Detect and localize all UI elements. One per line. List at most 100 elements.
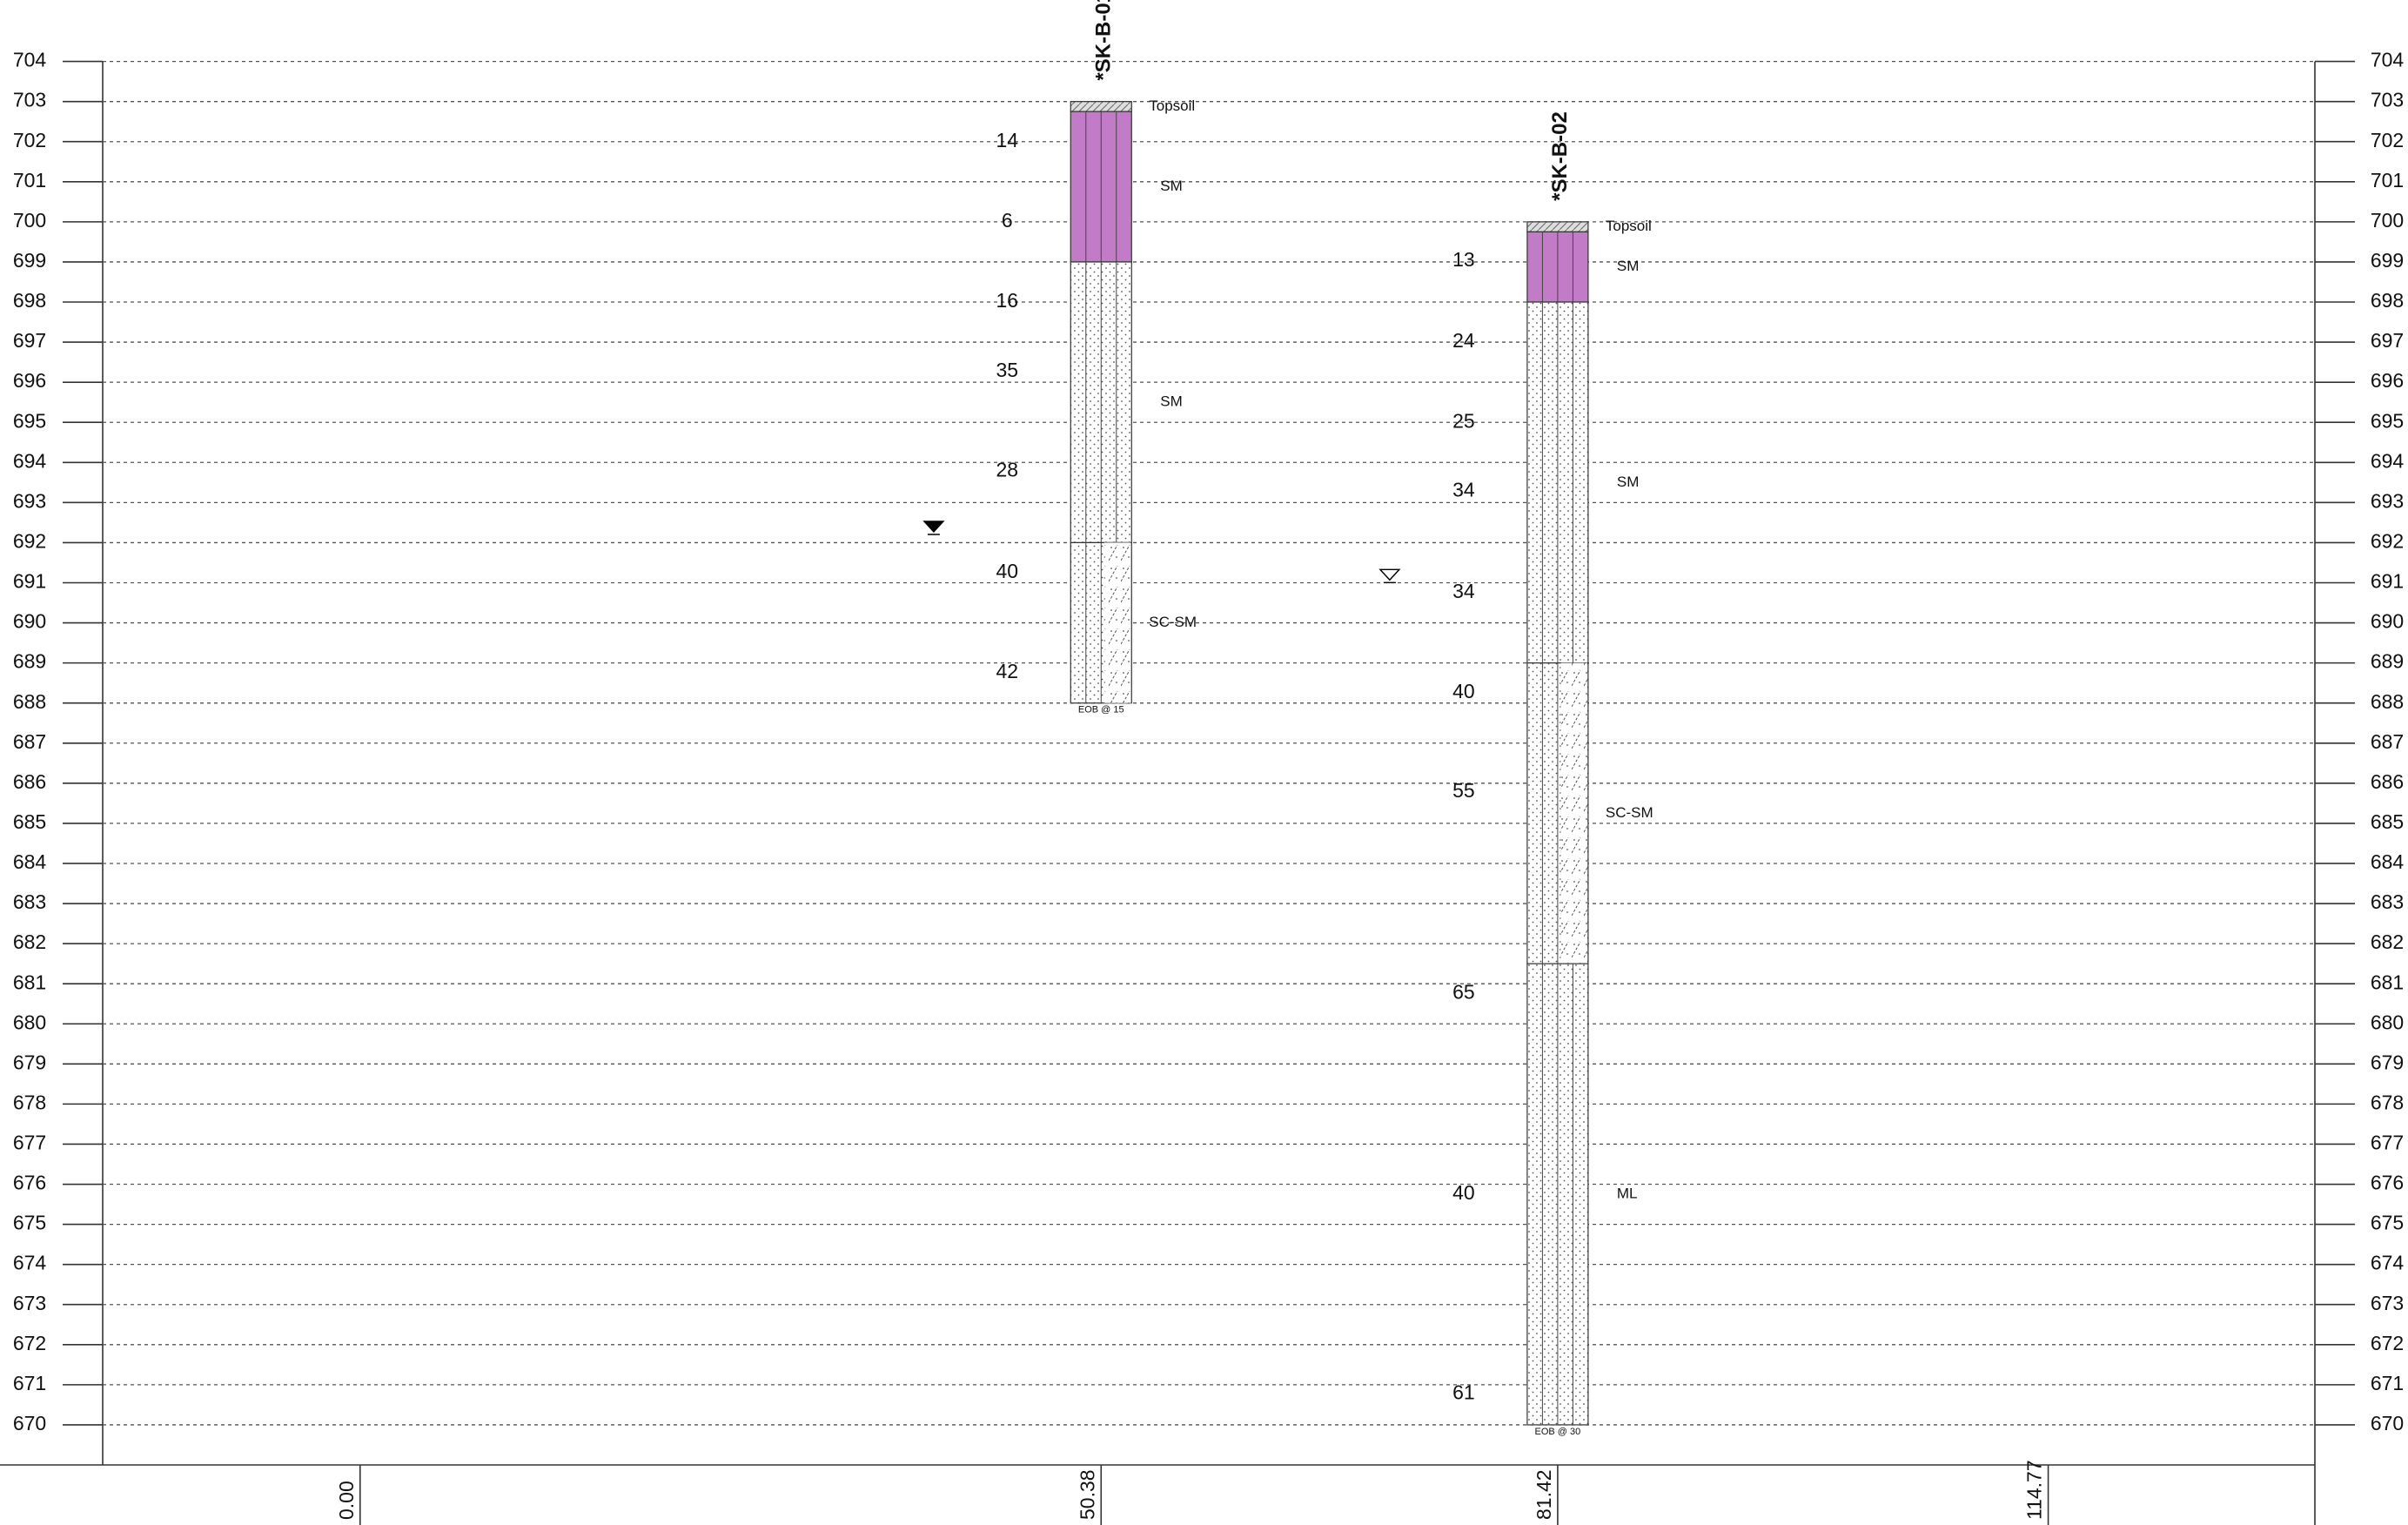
- blow-count: 16: [996, 289, 1018, 312]
- blow-count: 24: [1452, 329, 1475, 352]
- elevation-label: 676: [13, 1172, 46, 1194]
- water-level: [1378, 568, 1401, 583]
- blow-count: 34: [1452, 479, 1475, 501]
- elevation-label: 687: [13, 730, 46, 753]
- elevation-label: 670: [2371, 1412, 2404, 1434]
- blow-count: 40: [1452, 1181, 1475, 1204]
- soil-layer: [1070, 101, 1132, 112]
- layer-label: SM: [1617, 258, 1640, 274]
- elevation-label: 675: [2371, 1212, 2404, 1234]
- blow-count: 61: [1452, 1381, 1475, 1404]
- elevation-label: 686: [2371, 770, 2404, 793]
- elevation-label: 674: [13, 1252, 47, 1274]
- end-label: EOB @ 30: [1535, 1427, 1581, 1437]
- elevation-label: 685: [13, 810, 46, 833]
- elevation-label: 681: [2371, 971, 2404, 993]
- elevation-label: 682: [2371, 930, 2404, 953]
- elevation-label: 684: [2371, 850, 2405, 873]
- elevation-label: 703: [13, 89, 46, 111]
- elevation-label: 673: [2371, 1292, 2404, 1314]
- elevation-label: 687: [2371, 730, 2404, 753]
- end-label: EOB @ 15: [1078, 705, 1124, 715]
- blow-count: 14: [996, 129, 1018, 151]
- elevation-label: 690: [13, 610, 46, 633]
- soil-layer: [1526, 221, 1589, 232]
- elevation-label: 676: [2371, 1172, 2404, 1194]
- elevation-label: 671: [2371, 1372, 2404, 1394]
- blow-count: 25: [1452, 409, 1475, 432]
- blow-count: 35: [996, 359, 1018, 381]
- elevation-label: 696: [2371, 369, 2404, 392]
- layer-slash: [1103, 542, 1131, 703]
- blow-count: 65: [1452, 980, 1475, 1003]
- elevation-label: 672: [13, 1332, 46, 1354]
- blow-count: 13: [1452, 248, 1475, 271]
- layer-label: Topsoil: [1606, 218, 1652, 234]
- elevation-label: 701: [2371, 169, 2404, 191]
- elevation-label: 674: [2371, 1252, 2405, 1274]
- elevation-label: 673: [13, 1292, 46, 1314]
- elevation-label: 683: [2371, 890, 2404, 913]
- elevation-label: 684: [13, 850, 47, 873]
- elevation-label: 680: [2371, 1011, 2404, 1033]
- elevation-label: 698: [2371, 289, 2404, 312]
- elevation-label: 702: [2371, 129, 2404, 151]
- elevation-label: 698: [13, 289, 46, 312]
- elevation-label: 685: [2371, 810, 2404, 833]
- layer-slash: [1560, 662, 1587, 964]
- elevation-label: 682: [13, 930, 46, 953]
- elevation-label: 672: [2371, 1332, 2404, 1354]
- elevation-label: 694: [2371, 449, 2405, 472]
- layer-label: SM: [1160, 393, 1183, 410]
- layer-label: SC-SM: [1606, 804, 1653, 821]
- blow-count: 28: [996, 458, 1018, 480]
- boring-name: *SK-B-02: [1548, 111, 1572, 201]
- elevation-label: 704: [2371, 49, 2405, 71]
- layer-label: SC-SM: [1149, 614, 1197, 630]
- station-label: 50.38: [1076, 1469, 1098, 1520]
- elevation-label: 671: [13, 1372, 46, 1394]
- elevation-label: 670: [13, 1412, 46, 1434]
- elevation-label: 683: [13, 890, 46, 913]
- boring-name: *SK-B-01: [1092, 0, 1116, 81]
- elevation-label: 696: [13, 369, 46, 392]
- elevation-label: 699: [2371, 249, 2404, 272]
- elevation-label: 697: [13, 329, 46, 352]
- elevation-label: 688: [2371, 690, 2404, 713]
- elevation-label: 703: [2371, 89, 2404, 111]
- elevation-label: 690: [2371, 610, 2404, 633]
- elevation-label: 695: [13, 409, 46, 432]
- station-label: 0.00: [335, 1481, 358, 1520]
- blow-count: 42: [996, 660, 1018, 682]
- blow-count: 55: [1452, 779, 1475, 802]
- layer-label: SM: [1160, 178, 1183, 194]
- elevation-label: 691: [2371, 570, 2404, 593]
- elevation-label: 675: [13, 1212, 46, 1234]
- elevation-label: 680: [13, 1011, 46, 1033]
- elevation-label: 692: [2371, 530, 2404, 553]
- elevation-label: 694: [13, 449, 47, 472]
- elevation-label: 700: [2371, 209, 2404, 232]
- elevation-label: 693: [13, 489, 46, 512]
- elevation-label: 695: [2371, 409, 2404, 432]
- layer-label: Topsoil: [1149, 97, 1195, 114]
- station-label: 81.42: [1533, 1469, 1555, 1520]
- station-label: 114.77: [2023, 1460, 2046, 1520]
- blow-count: 40: [996, 560, 1018, 582]
- elevation-label: 699: [13, 249, 46, 272]
- elevation-label: 681: [13, 971, 46, 993]
- elevation-label: 700: [13, 209, 46, 232]
- elevation-label: 679: [13, 1051, 46, 1073]
- elevation-label: 692: [13, 530, 46, 553]
- elevation-label: 678: [13, 1091, 46, 1113]
- elevation-label: 689: [2371, 650, 2404, 673]
- layer-label: ML: [1617, 1186, 1638, 1202]
- elevation-label: 686: [13, 770, 46, 793]
- elevation-label: 677: [13, 1132, 46, 1154]
- elevation-label: 697: [2371, 329, 2404, 352]
- layer-label: SM: [1617, 474, 1640, 490]
- blow-count: 40: [1452, 680, 1475, 702]
- elevation-label: 677: [2371, 1132, 2404, 1154]
